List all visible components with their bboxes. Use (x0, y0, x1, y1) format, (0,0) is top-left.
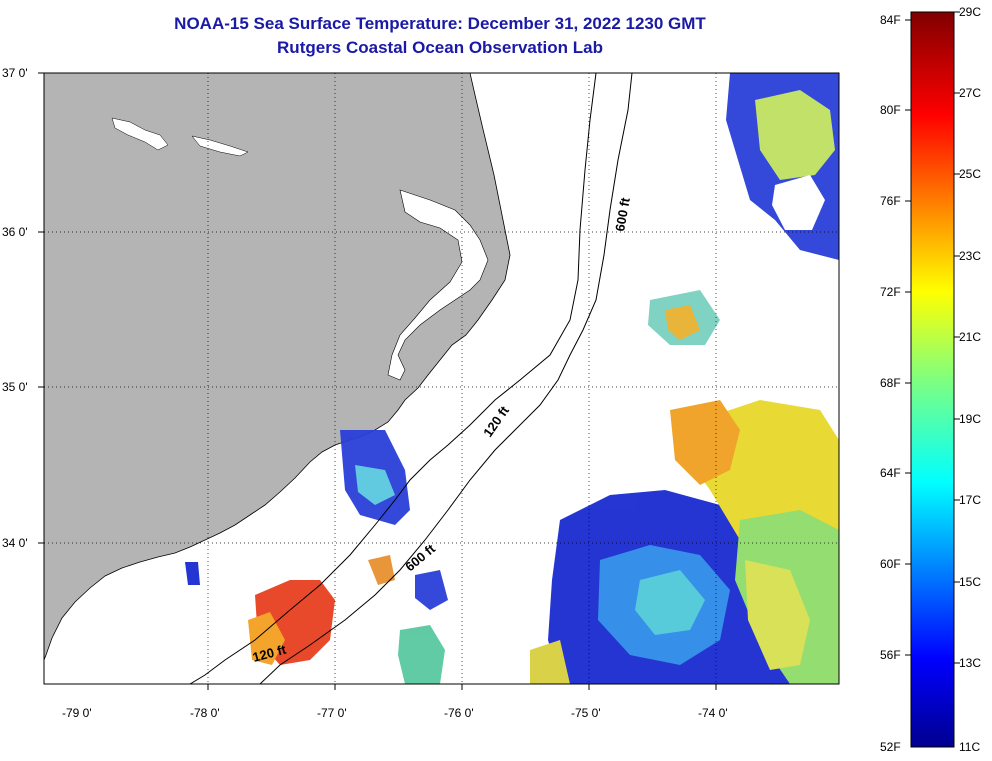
lon-label: -76 0' (444, 706, 474, 720)
isobath-120ft (189, 73, 597, 684)
colorbar-f-label: 52F (880, 740, 901, 754)
lon-label: -75 0' (571, 706, 601, 720)
colorbar-c-label: 29C (959, 5, 982, 19)
colorbar-c-label: 19C (959, 412, 982, 426)
colorbar-f-label: 56F (880, 648, 901, 662)
colorbar-c-label: 11C (959, 740, 981, 754)
isobath-label: 600 ft (612, 196, 633, 233)
colorbar-c-label: 23C (959, 249, 982, 263)
sst-data (185, 73, 839, 684)
colorbar-f-label: 64F (880, 466, 901, 480)
map-subtitle: Rutgers Coastal Ocean Observation Lab (277, 38, 603, 57)
colorbar-f-label: 68F (880, 376, 901, 390)
lat-label: 37 0' (2, 66, 28, 80)
lat-label: 36 0' (2, 225, 28, 239)
lon-label: -74 0' (698, 706, 728, 720)
isobath-600ft (259, 73, 633, 684)
colorbar-c-label: 17C (959, 493, 982, 507)
colorbar-c-label: 21C (959, 330, 982, 344)
colorbar-c-label: 25C (959, 167, 982, 181)
lat-label: 35 0' (2, 380, 28, 394)
colorbar-f-label: 80F (880, 103, 901, 117)
colorbar-f-label: 84F (880, 13, 901, 27)
graticule (44, 73, 839, 684)
colorbar-f-label: 60F (880, 557, 901, 571)
lat-label: 34 0' (2, 536, 28, 550)
colorbar-c-label: 13C (959, 656, 982, 670)
colorbar-f-label: 72F (880, 285, 901, 299)
colorbar-c-label: 15C (959, 575, 982, 589)
colorbar (910, 11, 955, 748)
lon-label: -79 0' (62, 706, 92, 720)
map-title: NOAA-15 Sea Surface Temperature: Decembe… (174, 14, 706, 33)
lon-label: -78 0' (190, 706, 220, 720)
lon-label: -77 0' (317, 706, 347, 720)
colorbar-c-label: 27C (959, 86, 982, 100)
colorbar-f-label: 76F (880, 194, 901, 208)
